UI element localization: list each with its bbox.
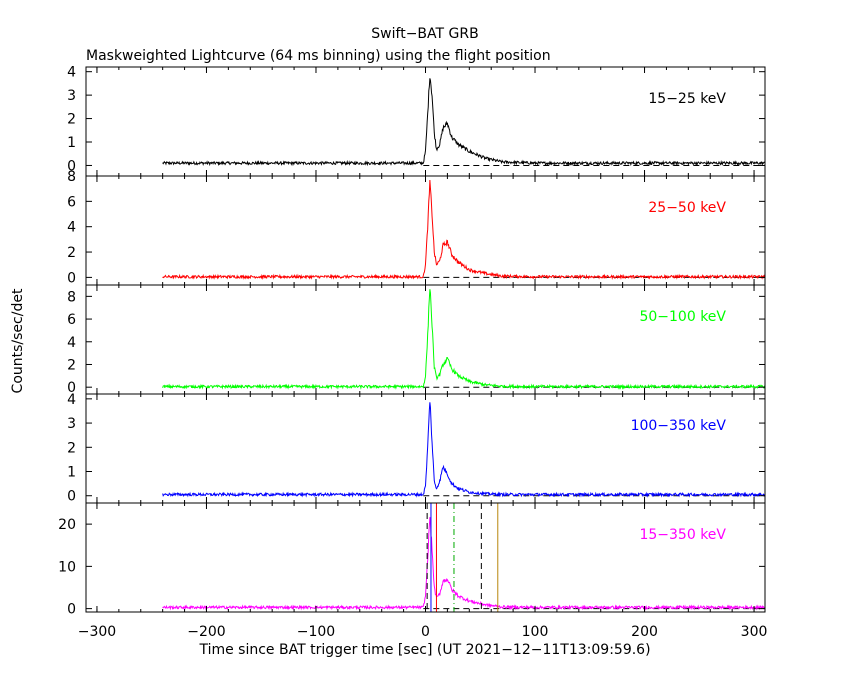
band-label-3: 100−350 keV <box>631 418 727 434</box>
lightcurve-series-1 <box>162 179 766 280</box>
chart-title: Swift−BAT GRB <box>371 26 478 42</box>
band-label-2: 50−100 keV <box>639 309 726 325</box>
y-tick-label-3-1: 1 <box>67 465 76 481</box>
x-tick-label-4: 100 <box>522 624 549 640</box>
y-tick-label-0-3: 3 <box>67 88 76 104</box>
panel-frame-1 <box>85 175 766 286</box>
lightcurve-series-3 <box>162 402 766 498</box>
y-tick-label-3-4: 4 <box>67 392 76 408</box>
y-tick-label-1-1: 2 <box>67 245 76 261</box>
y-tick-label-2-2: 4 <box>67 335 76 351</box>
y-tick-label-0-2: 2 <box>67 112 76 128</box>
x-tick-label-0: −300 <box>78 624 116 640</box>
panels-group: 0 1 2 3 4 15−25 keV 0 2 4 6 8 25−50 keV 0 2 4 6 8 50−100 … <box>58 65 767 640</box>
y-tick-label-3-3: 3 <box>67 416 76 432</box>
x-tick-label-3: 0 <box>421 624 430 640</box>
band-label-0: 15−25 keV <box>648 91 726 107</box>
y-tick-label-3-2: 2 <box>67 440 76 456</box>
y-tick-label-1-3: 6 <box>67 194 76 210</box>
band-label-1: 25−50 keV <box>648 200 726 216</box>
x-tick-label-1: −200 <box>187 624 225 640</box>
y-tick-label-2-1: 2 <box>67 357 76 373</box>
y-tick-label-1-2: 4 <box>67 220 76 236</box>
y-tick-label-4-1: 10 <box>58 559 76 575</box>
y-tick-label-2-0: 0 <box>67 380 76 396</box>
panel-frame-0 <box>85 66 766 177</box>
y-axis-label: Counts/sec/det <box>10 288 26 393</box>
y-tick-label-2-3: 6 <box>67 312 76 328</box>
x-tick-label-6: 300 <box>741 624 768 640</box>
x-axis-label: Time since BAT trigger time [sec] (UT 20… <box>198 642 650 658</box>
y-tick-label-4-2: 20 <box>58 517 76 533</box>
y-tick-label-1-4: 8 <box>67 169 76 185</box>
chart-subtitle: Maskweighted Lightcurve (64 ms binning) … <box>86 48 551 64</box>
lightcurve-series-2 <box>162 289 765 390</box>
x-tick-label-5: 200 <box>631 624 658 640</box>
y-tick-label-0-4: 4 <box>67 65 76 81</box>
lightcurve-series-4 <box>162 517 766 611</box>
y-tick-label-3-0: 0 <box>67 489 76 505</box>
y-tick-label-0-1: 1 <box>67 135 76 151</box>
y-tick-label-1-0: 0 <box>67 270 76 286</box>
x-tick-label-2: −100 <box>297 624 335 640</box>
y-tick-label-0-0: 0 <box>67 158 76 174</box>
y-tick-label-2-4: 8 <box>67 289 76 305</box>
lightcurve-series-0 <box>162 78 766 167</box>
band-label-4: 15−350 keV <box>639 527 726 543</box>
y-tick-label-4-0: 0 <box>67 602 76 618</box>
